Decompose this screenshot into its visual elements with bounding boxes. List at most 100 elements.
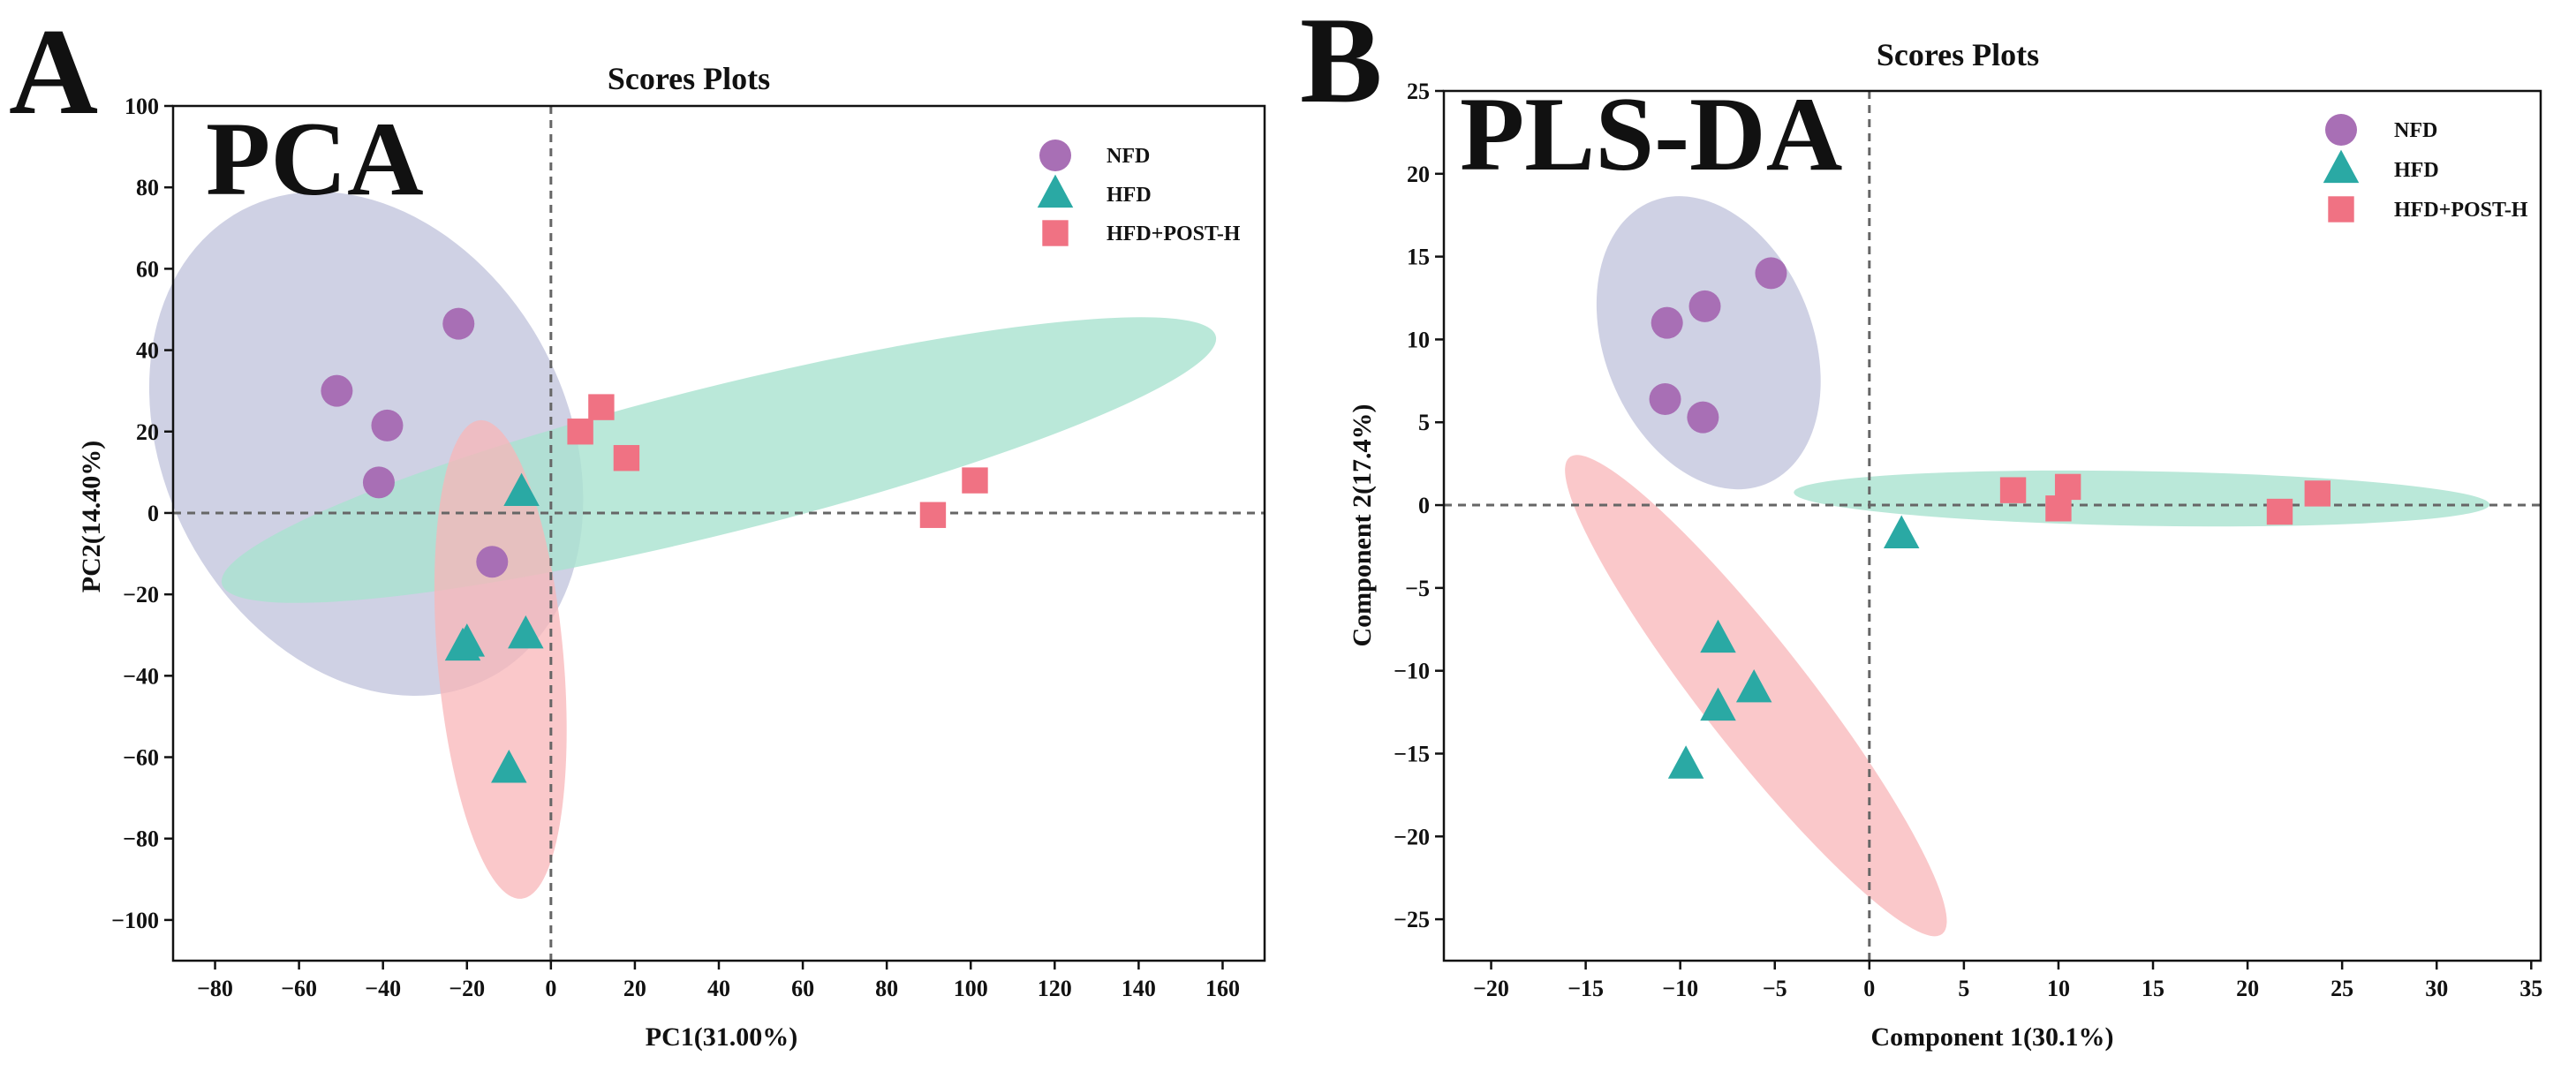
y-tick-label: 5 — [1418, 410, 1430, 435]
x-tick-label: 30 — [2425, 976, 2448, 1001]
y-tick-label: −15 — [1394, 741, 1430, 766]
panel-b-marks: −20 −15 −10 −5 0 5 10 15 20 25 30 35 −25 −20 −15 −10 −5 0… — [1394, 79, 2542, 1001]
panel-a-pca: A Scores Plots −80 −60 −40 −20 0 20 40 60 80 100 1… — [9, 4, 1266, 1052]
x-tick-label: 15 — [2142, 976, 2164, 1001]
point-nfd — [371, 409, 404, 441]
y-tick-label: 0 — [147, 501, 159, 526]
x-tick-label: −10 — [1662, 976, 1698, 1001]
panel-a-ylabel: PC2(14.40%) — [77, 441, 106, 592]
point-nfd — [1688, 290, 1721, 322]
x-tick-label: −40 — [365, 976, 401, 1001]
x-tick-label: −20 — [449, 976, 485, 1001]
point-hfd — [1883, 515, 1920, 548]
point-hfd-post-h — [1999, 477, 2027, 503]
point-hfd — [508, 615, 544, 649]
point-nfd — [321, 374, 353, 407]
x-tick-label: 0 — [545, 976, 556, 1001]
y-tick-label: −25 — [1394, 907, 1430, 932]
ellipse-hfd-post-h — [434, 419, 567, 899]
legend-marker-hfd-post-h — [1042, 220, 1069, 246]
panel-a-marks: −80 −60 −40 −20 0 20 40 60 80 100 120 140 160 −100 −80… — [111, 94, 1266, 1001]
point-nfd — [362, 466, 395, 499]
y-tick-label: −20 — [1394, 824, 1430, 849]
y-tick-label: 10 — [1407, 327, 1430, 352]
point-hfd — [1667, 745, 1704, 779]
x-tick-label: 25 — [2330, 976, 2353, 1001]
y-tick-label: 25 — [1407, 79, 1430, 104]
x-tick-label: 100 — [954, 976, 988, 1001]
y-tick-label: 15 — [1407, 245, 1430, 270]
panel-b-method-label: PLS-DA — [1460, 75, 1842, 192]
legend-label-nfd: NFD — [2394, 119, 2437, 142]
x-tick-label: 120 — [1038, 976, 1072, 1001]
x-tick-label: 5 — [1958, 976, 1969, 1001]
point-nfd — [1651, 306, 1683, 339]
panel-b-title: Scores Plots — [1877, 37, 2039, 72]
point-nfd — [1687, 401, 1719, 434]
x-tick-label: −20 — [1473, 976, 1509, 1001]
y-tick-label: −10 — [1394, 659, 1430, 684]
x-tick-label: 35 — [2519, 976, 2542, 1001]
legend-marker-nfd — [2325, 114, 2357, 146]
point-hfd-post-h — [567, 419, 593, 445]
legend-marker-hfd — [2323, 149, 2360, 184]
y-tick-label: 100 — [125, 94, 159, 119]
x-tick-label: 0 — [1863, 976, 1875, 1001]
legend-marker-nfd — [1039, 140, 1071, 171]
point-hfd-post-h — [962, 467, 988, 494]
legend-label-hfd: HFD — [1107, 184, 1152, 207]
x-tick-label: 20 — [623, 976, 646, 1001]
point-hfd — [1700, 687, 1736, 721]
point-hfd-post-h — [613, 445, 640, 472]
x-tick-label: −80 — [197, 976, 233, 1001]
y-tick-label: 40 — [136, 338, 159, 364]
point-nfd — [442, 307, 475, 340]
point-hfd — [1700, 619, 1736, 653]
y-tick-label: 20 — [1407, 162, 1430, 187]
x-tick-label: 20 — [2236, 976, 2259, 1001]
y-tick-label: 0 — [1418, 493, 1430, 518]
point-hfd — [503, 472, 540, 507]
legend-label-hfd-post-h: HFD+POST-H — [2394, 199, 2528, 222]
legend-label-hfd-post-h: HFD+POST-H — [1107, 223, 1241, 245]
x-tick-label: 80 — [875, 976, 898, 1001]
legend-label-nfd: NFD — [1107, 145, 1150, 168]
x-tick-label: 60 — [791, 976, 814, 1001]
point-hfd-post-h — [919, 502, 947, 528]
point-hfd — [491, 750, 527, 783]
legend-marker-hfd — [1037, 174, 1074, 208]
y-tick-label: −100 — [111, 908, 159, 933]
legend-marker-hfd-post-h — [2328, 196, 2354, 223]
point-hfd-post-h — [2266, 498, 2293, 525]
panel-b-ylabel: Component 2(17.4%) — [1348, 404, 1377, 647]
point-hfd — [1735, 668, 1772, 703]
panel-a-method-label: PCA — [206, 100, 424, 217]
x-tick-label: 140 — [1122, 976, 1156, 1001]
point-nfd — [1649, 382, 1681, 415]
y-tick-label: −40 — [123, 663, 159, 689]
y-tick-label: −60 — [123, 745, 159, 771]
point-hfd-post-h — [2045, 495, 2072, 522]
y-tick-label: 60 — [136, 256, 159, 282]
x-tick-label: −15 — [1568, 976, 1604, 1001]
panel-a-title: Scores Plots — [608, 61, 770, 96]
point-hfd-post-h — [588, 394, 615, 420]
x-tick-label: 40 — [707, 976, 730, 1001]
point-hfd — [444, 627, 481, 661]
y-tick-label: −80 — [123, 826, 159, 852]
x-tick-label: 160 — [1205, 976, 1240, 1001]
panel-a-xlabel: PC1(31.00%) — [646, 1022, 797, 1052]
y-tick-label: −20 — [123, 582, 159, 607]
plot-frame — [1442, 89, 2542, 962]
point-hfd-post-h — [2304, 480, 2331, 507]
x-tick-label: −5 — [1763, 976, 1787, 1001]
x-tick-label: 10 — [2047, 976, 2070, 1001]
y-tick-label: 80 — [136, 175, 159, 200]
panel-letter-b: B — [1300, 0, 1382, 129]
panel-b-plsda: B Scores Plots −20 −15 −10 −5 0 5 10 15 20 25 30 35… — [1300, 0, 2542, 1052]
point-nfd — [1755, 257, 1787, 290]
ellipse-hfd — [1794, 470, 2490, 527]
panel-letter-a: A — [9, 4, 98, 140]
legend-label-hfd: HFD — [2394, 159, 2439, 182]
